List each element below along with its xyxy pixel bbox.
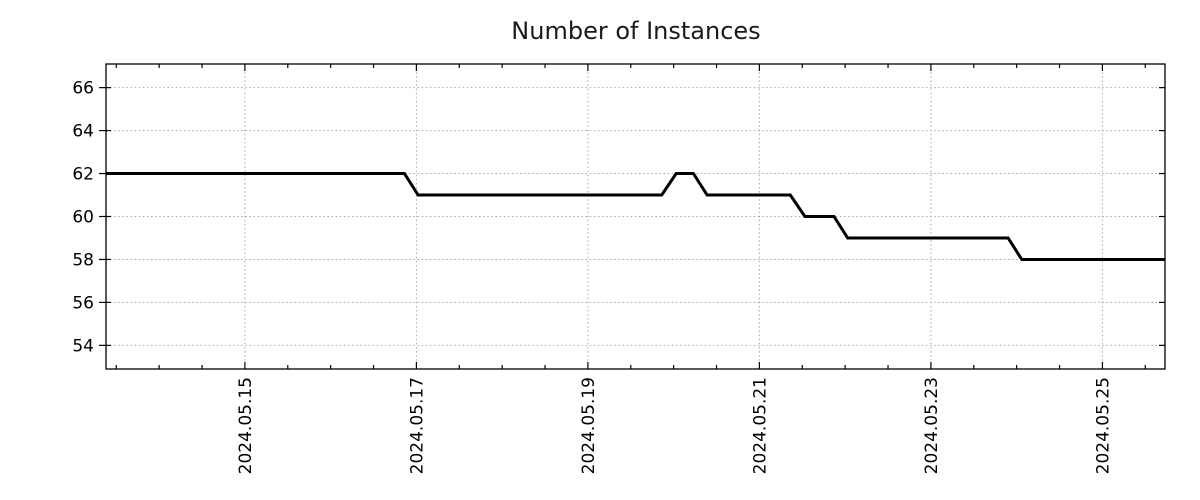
- x-tick-label: 2024.05.21: [750, 377, 770, 474]
- series-line: [106, 172, 1165, 261]
- x-tick-label: 2024.05.17: [407, 377, 427, 474]
- y-tick-label: 62: [72, 165, 94, 185]
- x-tick-label: 2024.05.25: [1093, 377, 1113, 474]
- x-tick-label: 2024.05.23: [922, 377, 942, 474]
- y-tick-label: 60: [72, 208, 94, 228]
- x-tick-label: 2024.05.19: [579, 377, 599, 474]
- y-tick-label: 56: [72, 293, 94, 313]
- y-tick-label: 64: [72, 122, 94, 142]
- plot-frame: [105, 63, 1166, 370]
- y-tick-label: 54: [72, 336, 94, 356]
- y-tick-label: 66: [72, 79, 94, 99]
- chart-title: Number of Instances: [511, 17, 760, 45]
- y-tick-label: 58: [72, 250, 94, 270]
- x-tick-label: 2024.05.15: [236, 377, 256, 474]
